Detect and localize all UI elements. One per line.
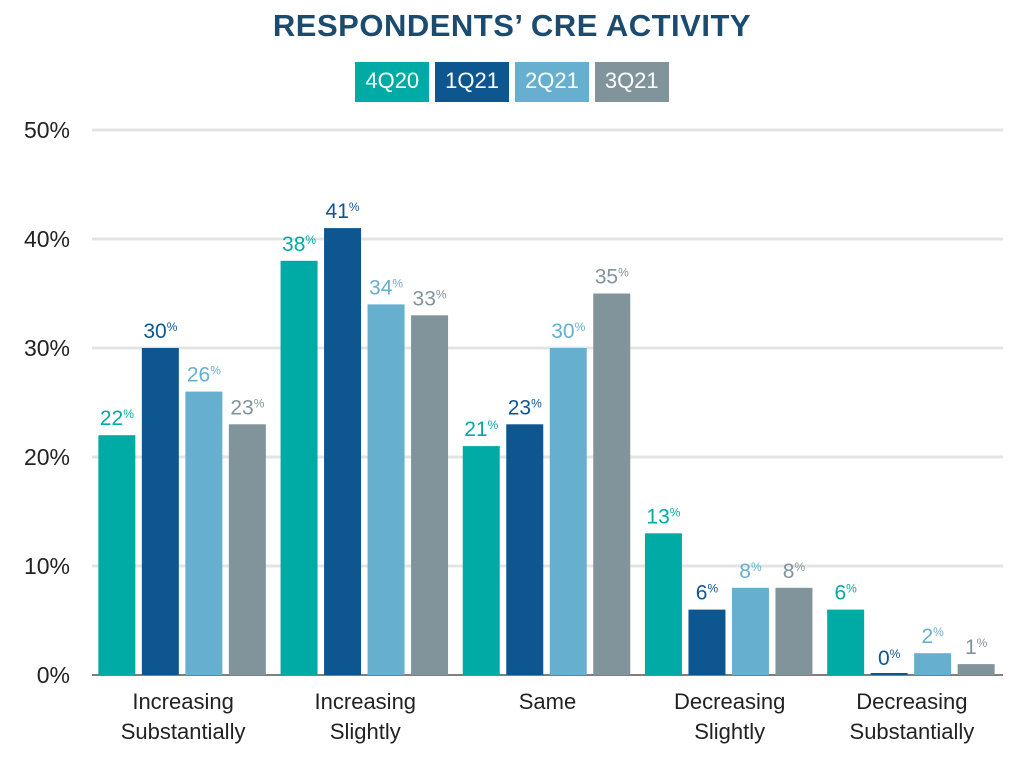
data-label: 22%	[100, 407, 134, 430]
bar-1q21-0	[141, 348, 179, 675]
bar-2q21-1	[367, 304, 405, 675]
category-label: Substantially	[121, 719, 246, 744]
data-label: 23%	[508, 396, 542, 419]
legend-item-4q20: 4Q20	[355, 62, 430, 102]
data-label: 35%	[595, 266, 629, 289]
data-label: 0%	[878, 647, 901, 670]
category-label: Same	[519, 689, 576, 714]
bar-2q21-3	[731, 587, 769, 675]
data-label: 30%	[551, 320, 585, 343]
bar-4q20-3	[644, 533, 682, 675]
y-tick-label: 40%	[24, 226, 70, 252]
bar-3q21-3	[775, 587, 813, 675]
data-label: 21%	[464, 418, 498, 441]
category-label: Slightly	[694, 719, 765, 744]
data-label: 6%	[696, 582, 719, 605]
data-label: 38%	[282, 233, 316, 256]
bar-4q20-2	[462, 446, 500, 675]
bar-2q21-4	[914, 653, 952, 675]
legend-item-2q21: 2Q21	[515, 62, 589, 102]
data-label: 34%	[369, 276, 403, 299]
data-label: 8%	[739, 560, 762, 583]
y-tick-label: 0%	[37, 662, 70, 688]
category-label: Slightly	[330, 719, 401, 744]
data-label: 6%	[834, 582, 857, 605]
bar-3q21-1	[411, 315, 449, 675]
data-label: 13%	[646, 505, 680, 528]
data-label: 33%	[413, 287, 447, 310]
bar-4q20-4	[827, 609, 865, 675]
data-label: 8%	[783, 560, 806, 583]
bar-3q21-0	[228, 424, 266, 675]
data-label: 1%	[965, 636, 988, 659]
category-label: Decreasing	[856, 689, 967, 714]
y-tick-label: 10%	[24, 553, 70, 579]
chart-title: RESPONDENTS’ CRE ACTIVITY	[272, 8, 752, 43]
bar-2q21-2	[549, 348, 587, 675]
bar-3q21-4	[957, 664, 995, 675]
legend-item-3q21: 3Q21	[594, 62, 669, 102]
y-tick-label: 50%	[24, 117, 70, 143]
category-label: Increasing	[132, 689, 234, 714]
data-label: 23%	[230, 396, 264, 419]
bar-1q21-3	[688, 609, 726, 675]
legend-item-1q21: 1Q21	[435, 62, 509, 102]
category-label: Substantially	[850, 719, 975, 744]
category-label: Decreasing	[674, 689, 785, 714]
bar-4q20-0	[98, 435, 136, 675]
bar-2q21-0	[185, 391, 223, 675]
bar-1q21-2	[506, 424, 544, 675]
data-label: 30%	[143, 320, 177, 343]
legend: 4Q20 1Q21 2Q21 3Q21	[0, 62, 1024, 102]
bar-1q21-1	[324, 228, 362, 675]
y-tick-label: 20%	[24, 444, 70, 470]
y-tick-label: 30%	[24, 335, 70, 361]
data-label: 26%	[187, 364, 221, 387]
category-label: Increasing	[315, 689, 417, 714]
data-label: 41%	[326, 200, 360, 223]
bar-4q20-1	[280, 260, 318, 675]
data-label: 2%	[921, 625, 944, 648]
bar-3q21-2	[593, 293, 631, 675]
